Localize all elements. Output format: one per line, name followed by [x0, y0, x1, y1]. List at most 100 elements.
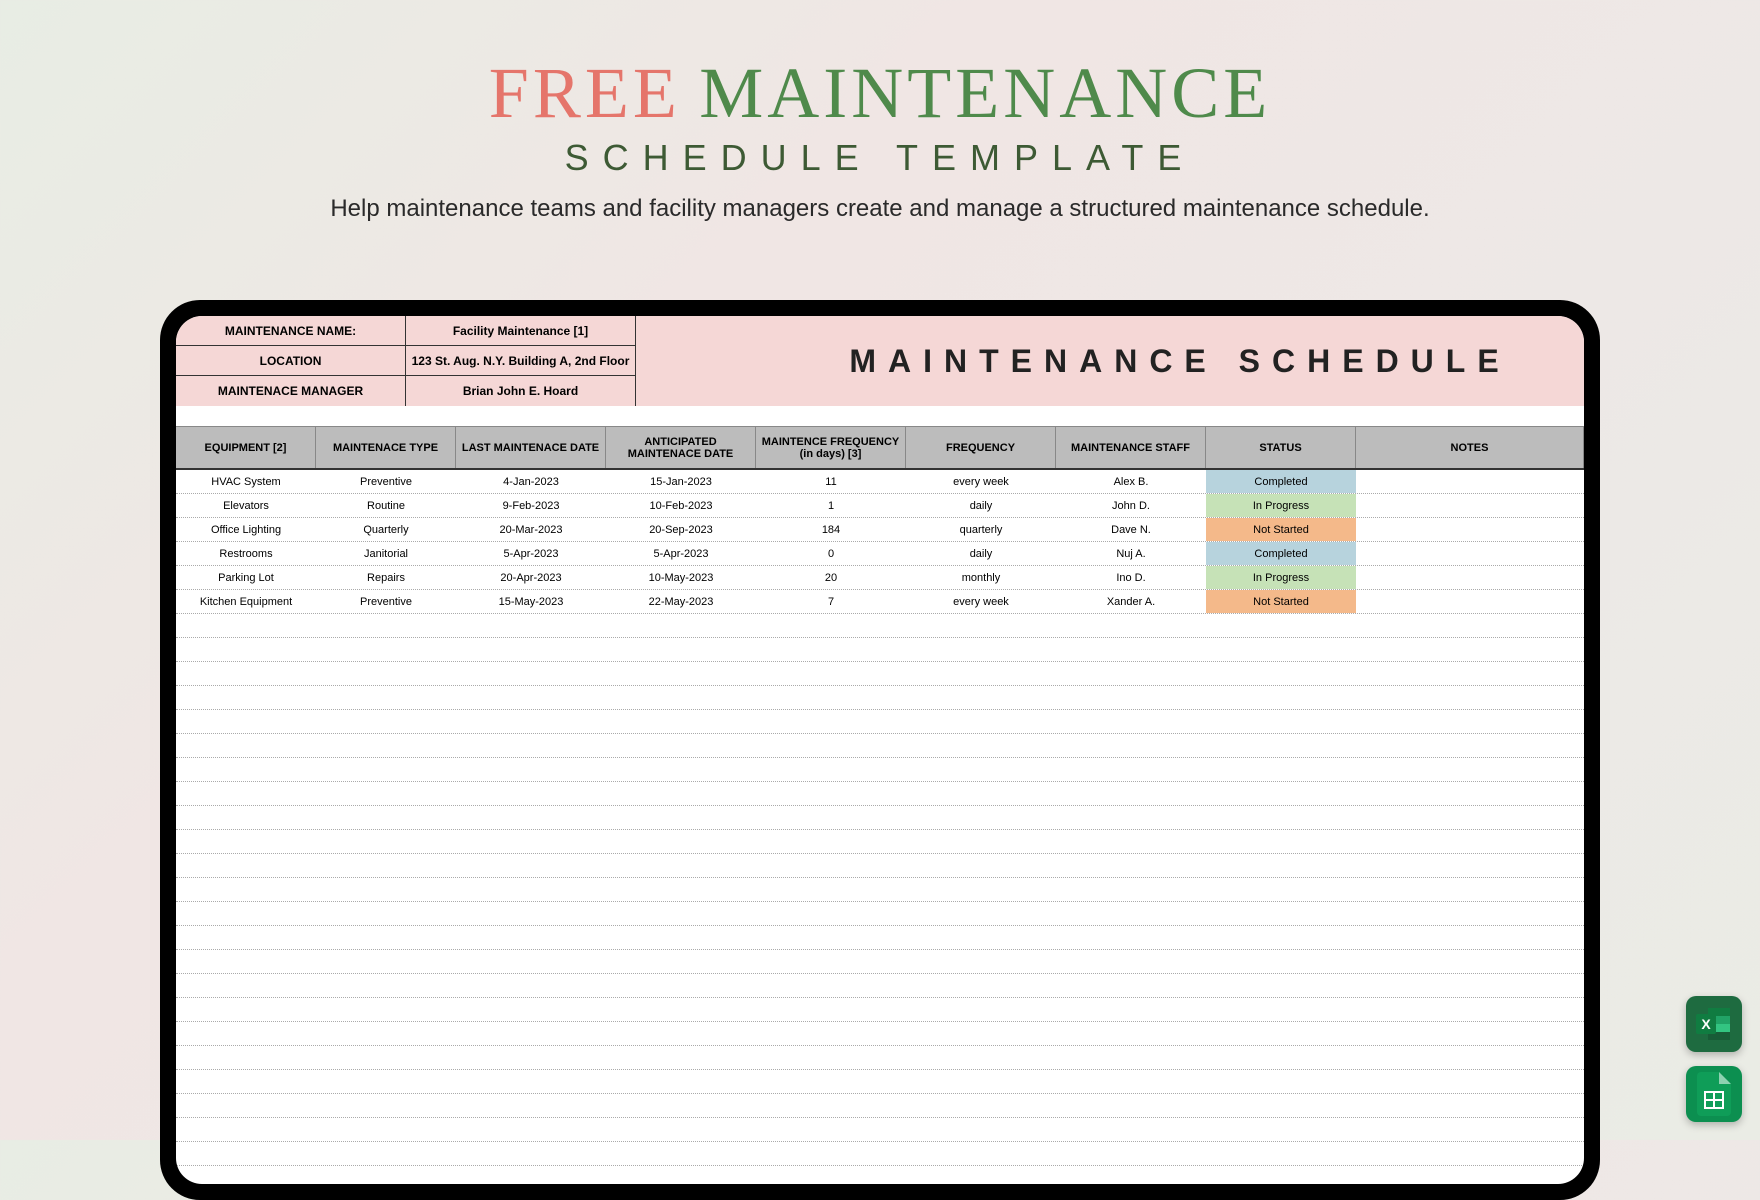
col-header-frequency: FREQUENCY [906, 427, 1056, 468]
empty-row [176, 902, 1584, 926]
cell: Kitchen Equipment [176, 590, 316, 613]
empty-row [176, 710, 1584, 734]
cell: every week [906, 590, 1056, 613]
cell: Preventive [316, 590, 456, 613]
cell: 15-May-2023 [456, 590, 606, 613]
sheet-header: MAINTENANCE NAME: Facility Maintenance [… [176, 316, 1584, 406]
table-row[interactable]: Kitchen EquipmentPreventive15-May-202322… [176, 590, 1584, 614]
cell: Xander A. [1056, 590, 1206, 613]
empty-row [176, 662, 1584, 686]
cell: Nuj A. [1056, 542, 1206, 565]
cell: Janitorial [316, 542, 456, 565]
sheet-big-title: MAINTENANCE SCHEDULE [776, 316, 1584, 406]
empty-row [176, 1046, 1584, 1070]
empty-row [176, 830, 1584, 854]
meta-label: MAINTENANCE NAME: [176, 316, 406, 346]
table-row[interactable]: Parking LotRepairs20-Apr-202310-May-2023… [176, 566, 1584, 590]
meta-value: Brian John E. Hoard [406, 376, 636, 406]
table-row[interactable]: RestroomsJanitorial5-Apr-20235-Apr-20230… [176, 542, 1584, 566]
status-cell: Completed [1206, 542, 1356, 565]
cell: monthly [906, 566, 1056, 589]
cell: 11 [756, 470, 906, 493]
cell: Repairs [316, 566, 456, 589]
spacer [176, 406, 1584, 426]
grid-body: HVAC SystemPreventive4-Jan-202315-Jan-20… [176, 470, 1584, 614]
page-description: Help maintenance teams and facility mana… [0, 195, 1760, 223]
meta-row: MAINTENACE MANAGER Brian John E. Hoard [176, 376, 776, 406]
meta-label: MAINTENACE MANAGER [176, 376, 406, 406]
cell: 20-Apr-2023 [456, 566, 606, 589]
sheets-icon[interactable] [1686, 1066, 1742, 1122]
cell: 0 [756, 542, 906, 565]
meta-row: MAINTENANCE NAME: Facility Maintenance [… [176, 316, 776, 346]
cell: Alex B. [1056, 470, 1206, 493]
cell: 10-May-2023 [606, 566, 756, 589]
page-title: FREE MAINTENANCE [0, 0, 1760, 135]
app-icons: X [1686, 996, 1742, 1122]
cell: 15-Jan-2023 [606, 470, 756, 493]
empty-row [176, 638, 1584, 662]
meta-value: 123 St. Aug. N.Y. Building A, 2nd Floor [406, 346, 636, 376]
cell: 10-Feb-2023 [606, 494, 756, 517]
notes-cell [1356, 494, 1584, 517]
cell: 9-Feb-2023 [456, 494, 606, 517]
empty-rows [176, 614, 1584, 1184]
col-header-staff: MAINTENANCE STAFF [1056, 427, 1206, 468]
cell: 22-May-2023 [606, 590, 756, 613]
cell: 20 [756, 566, 906, 589]
col-header-last-date: LAST MAINTENACE DATE [456, 427, 606, 468]
title-word-maintenance: MAINTENANCE [699, 53, 1271, 133]
table-row[interactable]: ElevatorsRoutine9-Feb-202310-Feb-20231da… [176, 494, 1584, 518]
cell: 20-Sep-2023 [606, 518, 756, 541]
col-header-freq-days: MAINTENCE FREQUENCY (in days) [3] [756, 427, 906, 468]
notes-cell [1356, 542, 1584, 565]
cell: Quarterly [316, 518, 456, 541]
cell: Routine [316, 494, 456, 517]
col-header-status: STATUS [1206, 427, 1356, 468]
empty-row [176, 998, 1584, 1022]
empty-row [176, 758, 1584, 782]
cell: 20-Mar-2023 [456, 518, 606, 541]
status-cell: Not Started [1206, 518, 1356, 541]
table-row[interactable]: Office LightingQuarterly20-Mar-202320-Se… [176, 518, 1584, 542]
col-header-notes: NOTES [1356, 427, 1584, 468]
empty-row [176, 1022, 1584, 1046]
notes-cell [1356, 518, 1584, 541]
svg-text:X: X [1701, 1016, 1711, 1032]
empty-row [176, 1094, 1584, 1118]
empty-row [176, 614, 1584, 638]
cell: 4-Jan-2023 [456, 470, 606, 493]
notes-cell [1356, 590, 1584, 613]
excel-icon[interactable]: X [1686, 996, 1742, 1052]
empty-row [176, 1166, 1584, 1184]
empty-row [176, 926, 1584, 950]
empty-row [176, 854, 1584, 878]
empty-row [176, 878, 1584, 902]
table-row[interactable]: HVAC SystemPreventive4-Jan-202315-Jan-20… [176, 470, 1584, 494]
tablet-frame: MAINTENANCE NAME: Facility Maintenance [… [160, 300, 1600, 1200]
empty-row [176, 1118, 1584, 1142]
status-cell: Completed [1206, 470, 1356, 493]
cell: Parking Lot [176, 566, 316, 589]
title-word-free: FREE [489, 53, 681, 133]
empty-row [176, 950, 1584, 974]
cell: Ino D. [1056, 566, 1206, 589]
cell: 1 [756, 494, 906, 517]
notes-cell [1356, 566, 1584, 589]
col-header-anticipated: ANTICIPATED MAINTENACE DATE [606, 427, 756, 468]
meta-table: MAINTENANCE NAME: Facility Maintenance [… [176, 316, 776, 406]
cell: 7 [756, 590, 906, 613]
status-cell: In Progress [1206, 566, 1356, 589]
cell: Preventive [316, 470, 456, 493]
cell: HVAC System [176, 470, 316, 493]
cell: 5-Apr-2023 [606, 542, 756, 565]
empty-row [176, 974, 1584, 998]
cell: John D. [1056, 494, 1206, 517]
cell: Restrooms [176, 542, 316, 565]
tablet-screen: MAINTENANCE NAME: Facility Maintenance [… [176, 316, 1584, 1184]
empty-row [176, 686, 1584, 710]
cell: daily [906, 494, 1056, 517]
cell: quarterly [906, 518, 1056, 541]
empty-row [176, 1142, 1584, 1166]
meta-value: Facility Maintenance [1] [406, 316, 636, 346]
